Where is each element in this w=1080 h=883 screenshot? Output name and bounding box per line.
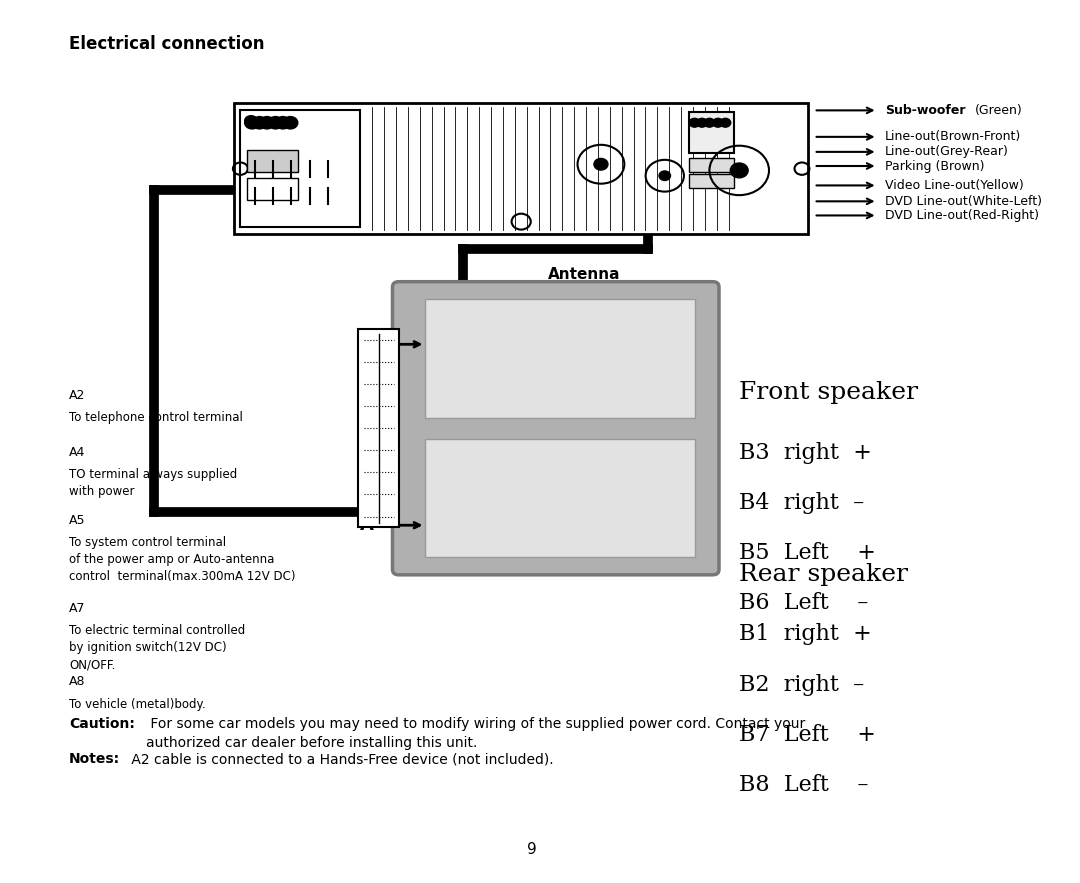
Text: B3  right  +: B3 right + — [739, 442, 872, 464]
Text: TO terminal always supplied
with power: TO terminal always supplied with power — [69, 468, 238, 498]
Text: A7: A7 — [69, 602, 85, 615]
Circle shape — [689, 118, 700, 127]
Text: A8: A8 — [69, 675, 85, 689]
Text: B5  Left    +: B5 Left + — [739, 542, 876, 564]
Circle shape — [259, 117, 274, 129]
Text: B2  right  –: B2 right – — [739, 674, 864, 696]
Circle shape — [245, 116, 257, 126]
Text: 3|: 3| — [523, 463, 541, 479]
Circle shape — [659, 171, 671, 180]
Text: 3|: 3| — [523, 323, 541, 339]
Text: B4  right  –: B4 right – — [739, 492, 864, 514]
Text: (Green): (Green) — [975, 104, 1023, 117]
Bar — [234, 103, 808, 234]
Text: To telephone control terminal: To telephone control terminal — [69, 411, 243, 424]
Text: 5|: 5| — [586, 463, 605, 479]
Text: Antenna: Antenna — [548, 267, 620, 282]
Text: Line-out(Grey-Rear): Line-out(Grey-Rear) — [885, 146, 1009, 158]
Text: Video Line-out(Yellow): Video Line-out(Yellow) — [885, 179, 1024, 192]
Text: 7|: 7| — [648, 463, 666, 479]
Text: B6  Left    –: B6 Left – — [739, 592, 868, 615]
Circle shape — [283, 117, 298, 129]
Text: A4: A4 — [69, 446, 85, 459]
Text: 1|: 1| — [457, 323, 475, 339]
Text: 5|: 5| — [586, 323, 605, 339]
Circle shape — [252, 117, 267, 129]
Bar — [246, 178, 298, 200]
Text: A2: A2 — [69, 389, 85, 402]
Bar — [689, 174, 734, 188]
Text: To electric terminal controlled
by ignition switch(12V DC)
ON/OFF.: To electric terminal controlled by ignit… — [69, 624, 245, 671]
Bar — [241, 110, 360, 227]
Text: For some car models you may need to modify wiring of the supplied power cord. Co: For some car models you may need to modi… — [146, 717, 805, 751]
Text: B8  Left    –: B8 Left – — [739, 774, 868, 796]
Circle shape — [245, 117, 259, 129]
Text: DVD Line-out(Red-Right): DVD Line-out(Red-Right) — [885, 209, 1039, 222]
Text: 9: 9 — [527, 842, 537, 857]
Text: 2|: 2| — [457, 517, 475, 533]
Text: B: B — [360, 336, 373, 353]
Text: 8|: 8| — [648, 378, 666, 394]
Text: To system control terminal
of the power amp or Auto-antenna
control  terminal(ma: To system control terminal of the power … — [69, 536, 296, 583]
Circle shape — [697, 118, 707, 127]
Circle shape — [730, 163, 748, 177]
Text: Sub-woofer: Sub-woofer — [885, 104, 966, 117]
Bar — [426, 439, 694, 557]
Text: 4|: 4| — [523, 517, 541, 533]
Circle shape — [704, 118, 715, 127]
Text: Notes:: Notes: — [69, 752, 120, 766]
Circle shape — [268, 117, 283, 129]
Text: B1  right  +: B1 right + — [739, 623, 872, 645]
Text: To vehicle (metal)body.: To vehicle (metal)body. — [69, 698, 206, 711]
Text: 6|: 6| — [586, 517, 605, 533]
Text: B7  Left    +: B7 Left + — [739, 724, 876, 746]
Bar — [426, 299, 694, 418]
Circle shape — [720, 118, 731, 127]
Text: 6|: 6| — [586, 378, 605, 394]
Circle shape — [275, 117, 291, 129]
Text: DVD Line-out(White-Left): DVD Line-out(White-Left) — [885, 195, 1042, 208]
Text: 4|: 4| — [523, 378, 541, 394]
Bar — [689, 158, 734, 172]
Bar — [359, 329, 399, 527]
Text: A2 cable is connected to a Hands-Free device (not included).: A2 cable is connected to a Hands-Free de… — [126, 752, 553, 766]
Text: Line-out(Brown-Front): Line-out(Brown-Front) — [885, 131, 1022, 143]
Text: 2|: 2| — [457, 378, 475, 394]
Text: Rear speaker: Rear speaker — [739, 563, 908, 586]
Text: Parking (Brown): Parking (Brown) — [885, 160, 985, 172]
Text: Front speaker: Front speaker — [739, 381, 918, 404]
Text: 1|: 1| — [457, 463, 475, 479]
Text: Electrical connection: Electrical connection — [69, 35, 265, 53]
Circle shape — [713, 118, 724, 127]
Bar — [246, 150, 298, 172]
Text: A5: A5 — [69, 514, 85, 527]
Text: 8|: 8| — [648, 517, 666, 533]
Bar — [689, 112, 734, 153]
Text: Caution:: Caution: — [69, 717, 135, 731]
Text: 7|: 7| — [648, 323, 666, 339]
Text: A: A — [360, 517, 374, 534]
Circle shape — [594, 158, 608, 170]
FancyBboxPatch shape — [392, 282, 719, 575]
